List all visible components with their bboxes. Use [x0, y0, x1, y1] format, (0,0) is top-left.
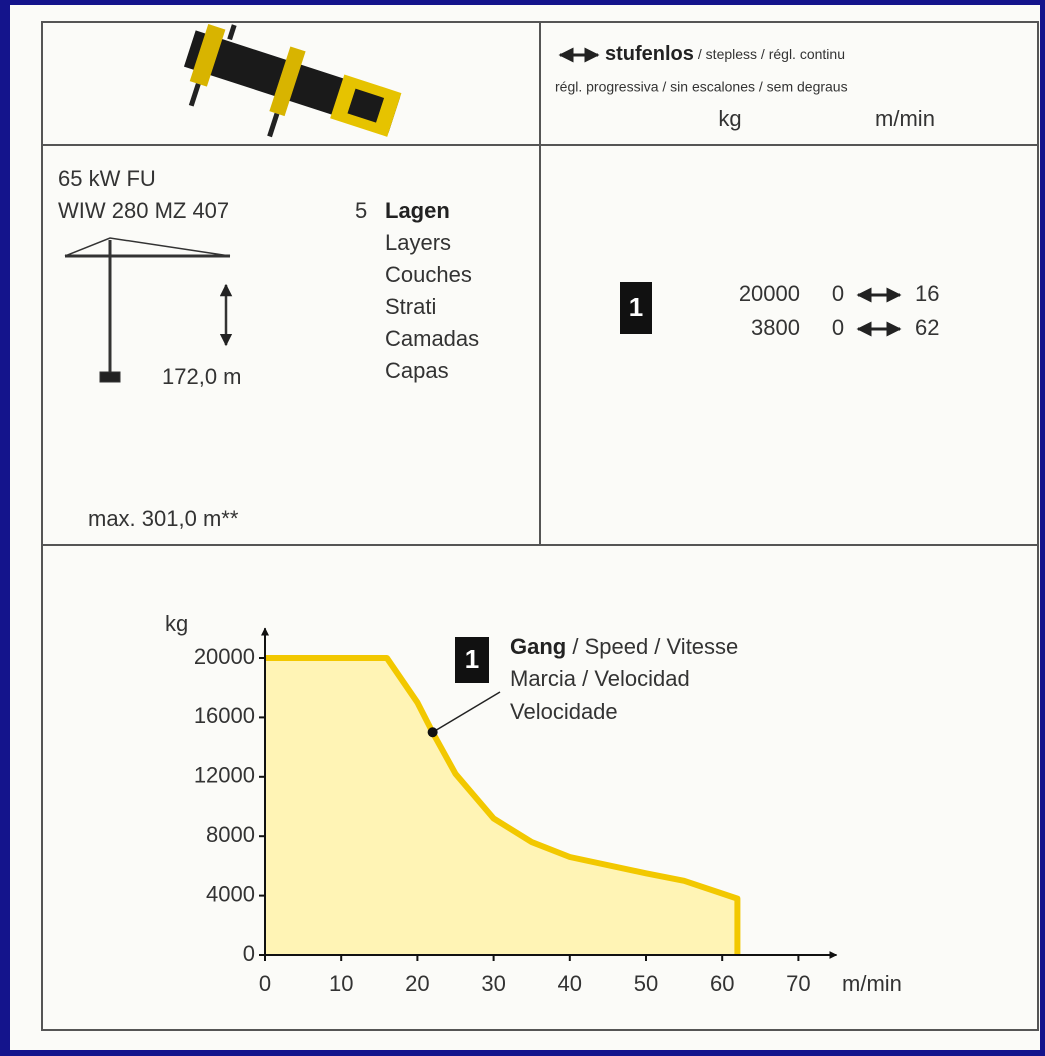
model: WIW 280 MZ 407: [58, 198, 229, 223]
legend-line2: Marcia / Velocidad: [510, 666, 690, 691]
page: stufenlos/ stepless / régl. continu régl…: [0, 0, 1045, 1056]
x-tick-label: 60: [710, 971, 734, 996]
legend-name: Gang: [510, 634, 566, 659]
x-tick-label: 30: [481, 971, 505, 996]
layer-label: Layers: [385, 230, 451, 255]
layer-label: Capas: [385, 358, 449, 383]
speed-title-rest: / stepless / régl. continu: [698, 46, 845, 62]
x-tick-label: 20: [405, 971, 429, 996]
y-axis-label: kg: [165, 611, 188, 636]
x-tick-label: 50: [634, 971, 658, 996]
y-tick-label: 8000: [206, 822, 255, 847]
y-tick-label: 12000: [194, 763, 255, 788]
height: 172,0 m: [162, 364, 242, 389]
legend-name-rest: / Speed / Vitesse: [566, 634, 738, 659]
power: 65 kW FU: [58, 166, 156, 191]
y-tick-label: 16000: [194, 703, 255, 728]
layers-count: 5: [355, 198, 367, 223]
legend-line3: Velocidade: [510, 699, 618, 724]
row-load: 20000: [739, 281, 800, 306]
layer-label: Couches: [385, 262, 472, 287]
x-tick-label: 70: [786, 971, 810, 996]
layer-label: Strati: [385, 294, 436, 319]
x-tick-label: 10: [329, 971, 353, 996]
legend-gear: 1: [465, 644, 479, 674]
unit-speed: m/min: [875, 106, 935, 131]
y-tick-label: 20000: [194, 644, 255, 669]
layer-label: Lagen: [385, 198, 450, 223]
row-load: 3800: [751, 315, 800, 340]
row-speed-to: 62: [915, 315, 939, 340]
y-tick-label: 0: [243, 941, 255, 966]
layer-label: Camadas: [385, 326, 479, 351]
x-axis-label: m/min: [842, 971, 902, 996]
row-speed-from: 0: [832, 281, 844, 306]
x-tick-label: 40: [558, 971, 582, 996]
row-speed-to: 16: [915, 281, 939, 306]
speed-title: stufenlos: [605, 43, 694, 65]
max-height: max. 301,0 m**: [88, 506, 239, 531]
row-speed-from: 0: [832, 315, 844, 340]
y-tick-label: 4000: [206, 881, 255, 906]
legend-line1: Gang / Speed / Vitesse: [510, 634, 738, 659]
unit-load: kg: [718, 106, 741, 131]
marker-dot: [428, 727, 438, 737]
x-tick-label: 0: [259, 971, 271, 996]
speed-subtitle: régl. progressiva / sin escalones / sem …: [555, 79, 848, 95]
gear-number: 1: [629, 292, 643, 322]
